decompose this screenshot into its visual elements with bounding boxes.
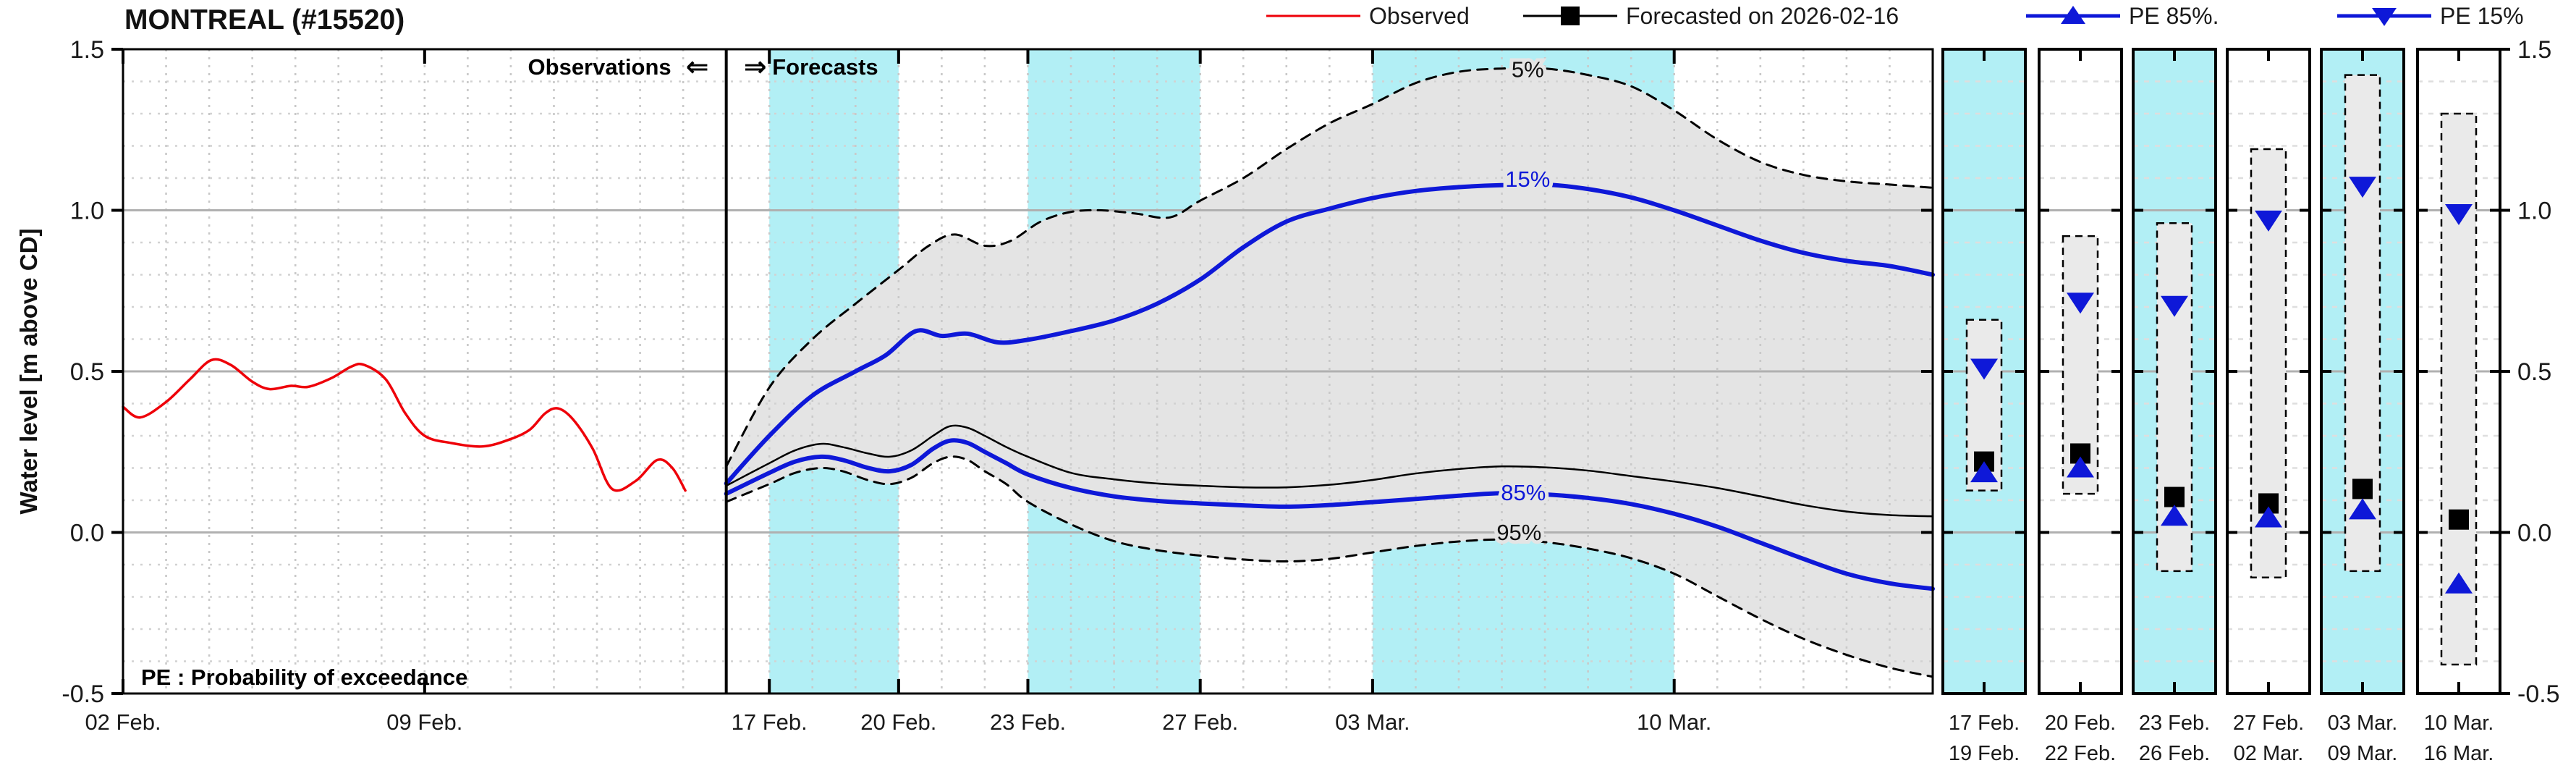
forecasts-label: Forecasts	[772, 54, 878, 80]
panel-pe85-marker	[1970, 461, 1998, 483]
panel-border	[2226, 48, 2311, 695]
pe95-line	[725, 455, 1934, 678]
forecast-panel-3: 23 Feb. 26 Feb.	[2132, 48, 2217, 763]
y-tick-label-left: 1.5	[70, 36, 104, 64]
forecast-panel-6: 10 Mar. 16 Mar.	[2416, 48, 2501, 763]
y-tick-label-left: -0.5	[62, 680, 104, 708]
y-tick-label-left: 0.0	[70, 520, 104, 547]
panel-pe15-marker	[2067, 292, 2094, 314]
panel-forecast-marker	[2164, 486, 2185, 507]
x-tick-label: 27 Feb.	[1162, 709, 1238, 735]
panel-end-date: 16 Mar.	[2424, 742, 2494, 763]
y-axis-title: Water level [m above CD]	[15, 228, 42, 515]
panel-border	[2132, 48, 2217, 695]
page-title: MONTREAL (#15520)	[124, 4, 405, 35]
panel-pe85-marker	[2067, 456, 2094, 478]
forecast-panel-5: 03 Mar. 09 Mar.	[2320, 48, 2405, 763]
legend-item-pe85: PE 85%.	[2026, 3, 2219, 29]
panel-pe85-marker	[2161, 505, 2188, 526]
curve-label-5: 5%	[1512, 56, 1544, 82]
y-tick-label-right: 1.0	[2517, 198, 2551, 225]
panel-pe15-marker	[1970, 358, 1998, 380]
panel-pe85-marker	[2445, 572, 2473, 594]
x-tick-label: 03 Mar.	[1335, 709, 1410, 735]
forecast-panel-1: 17 Feb. 19 Feb.	[1941, 48, 2027, 763]
y-tick-label-left: 1.0	[70, 198, 104, 225]
legend-label: Observed	[1369, 3, 1470, 29]
y-tick-label-right: 0.5	[2517, 358, 2551, 386]
panel-start-date: 23 Feb.	[2139, 712, 2210, 735]
y-tick-label-right: 0.0	[2517, 520, 2551, 547]
panel-end-date: 19 Feb.	[1949, 742, 2020, 763]
x-tick-label: 23 Feb.	[990, 709, 1066, 735]
legend-label: PE 85%.	[2129, 3, 2219, 29]
panel-pe15-marker	[2445, 203, 2473, 225]
panel-border	[2038, 48, 2123, 695]
pe-note: PE : Probability of exceedance	[141, 665, 467, 690]
observed-line	[122, 358, 687, 492]
pe5-line	[725, 67, 1934, 468]
panel-end-date: 02 Mar.	[2234, 742, 2304, 763]
panel-start-date: 20 Feb.	[2045, 712, 2116, 735]
legend-item-observed: Observed	[1266, 3, 1470, 29]
legend-triangle-down-icon	[2372, 8, 2397, 26]
forecast-panel-2: 20 Feb. 22 Feb.	[2038, 48, 2123, 763]
panel-pe85-marker	[2349, 498, 2376, 520]
y-tick-label-left: 0.5	[70, 358, 104, 386]
legend-triangle-up-icon	[2061, 6, 2085, 24]
x-tick-label: 02 Feb.	[85, 709, 161, 735]
forecast-median-line	[725, 424, 1934, 518]
panel-start-date: 03 Mar.	[2328, 712, 2398, 735]
legend-label: Forecasted on 2026-02-16	[1626, 3, 1899, 29]
curve-label-95: 95%	[1496, 520, 1541, 545]
pe85-line	[724, 438, 1935, 591]
panel-end-date: 09 Mar.	[2328, 742, 2398, 763]
legend-label: PE 15%	[2440, 3, 2524, 29]
panel-pe85-marker	[2255, 506, 2282, 528]
panel-border	[2320, 48, 2405, 695]
x-tick-label: 10 Mar.	[1637, 709, 1711, 735]
legend-item-pe15: PE 15%	[2337, 3, 2524, 29]
y-tick-label-right: -0.5	[2517, 680, 2560, 708]
panel-end-date: 26 Feb.	[2139, 742, 2210, 763]
panel-border	[1941, 48, 2027, 695]
observations-label: Observations	[528, 54, 671, 80]
x-tick-label: 17 Feb.	[732, 709, 808, 735]
panel-pe15-marker	[2161, 295, 2188, 317]
panel-pe15-marker	[2349, 177, 2376, 198]
right-double-arrow-icon: ⇒	[744, 51, 767, 83]
panel-pe15-marker	[2255, 210, 2282, 232]
legend-square-icon	[1561, 7, 1580, 25]
panel-end-date: 22 Feb.	[2045, 742, 2116, 763]
curve-label-15: 15%	[1505, 166, 1550, 192]
forecast-panel-4: 27 Feb. 02 Mar.	[2226, 48, 2311, 763]
x-tick-label: 20 Feb.	[860, 709, 936, 735]
panel-forecast-marker	[2449, 509, 2469, 530]
panel-forecast-marker	[2352, 479, 2373, 499]
x-tick-label: 09 Feb.	[386, 709, 462, 735]
left-double-arrow-icon: ⇐	[686, 51, 709, 83]
pe15-line	[724, 182, 1935, 486]
curve-label-85: 85%	[1501, 480, 1546, 505]
panel-start-date: 17 Feb.	[1949, 712, 2020, 735]
panel-start-date: 10 Mar.	[2424, 712, 2494, 735]
y-tick-label-right: 1.5	[2517, 36, 2551, 64]
panel-start-date: 27 Feb.	[2233, 712, 2304, 735]
legend-item-forecast: Forecasted on 2026-02-16	[1523, 3, 1899, 29]
